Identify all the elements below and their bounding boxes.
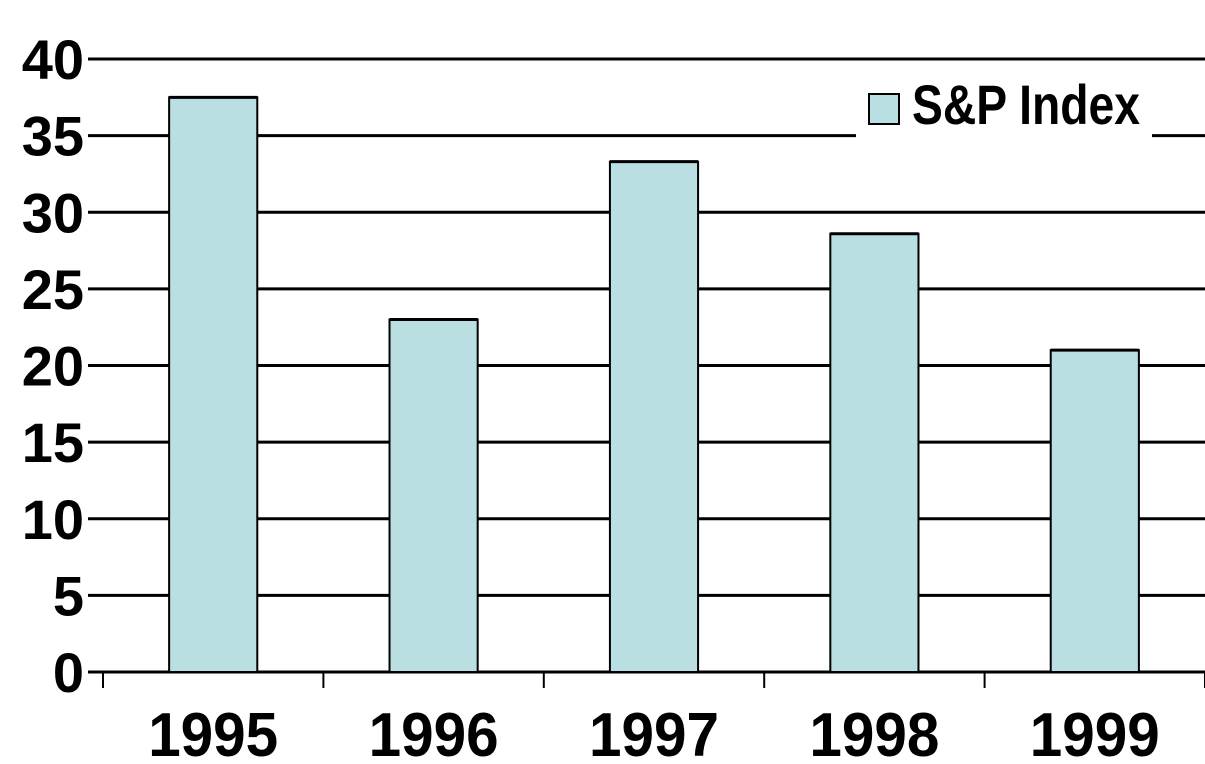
legend-swatch-sp-index	[868, 93, 900, 125]
x-tick-label-1996: 1996	[369, 701, 499, 764]
y-tick-label-0: 0	[53, 641, 84, 704]
legend-background	[856, 74, 1152, 146]
bar-1999	[1049, 349, 1140, 673]
x-tick-label-1998: 1998	[809, 701, 939, 764]
legend: S&P Index	[856, 73, 1152, 146]
y-tick-label-5: 5	[53, 564, 84, 627]
x-tick-label-1997: 1997	[589, 701, 719, 764]
y-tick-label-15: 15	[22, 411, 84, 474]
y-tick-label-35: 35	[22, 105, 84, 168]
bar-1998	[829, 232, 920, 674]
bars	[168, 95, 1140, 674]
x-tick-labels: 1995 1996 1997 1998 1999	[148, 701, 1160, 764]
legend-label-sp-index: S&P Index	[912, 73, 1140, 136]
x-tick-label-1995: 1995	[148, 701, 278, 764]
bar-1995	[168, 96, 259, 673]
x-axis	[102, 672, 1205, 688]
y-tick-label-30: 30	[22, 181, 84, 244]
bar-1996	[388, 318, 479, 673]
y-tick-label-40: 40	[22, 28, 84, 91]
y-tick-label-20: 20	[22, 335, 84, 398]
y-tick-labels: 0 5 10 15 20 25 30 35 40	[22, 28, 84, 704]
y-tick-label-10: 10	[22, 488, 84, 551]
y-tick-label-25: 25	[22, 258, 84, 321]
x-tick-label-1999: 1999	[1030, 701, 1160, 764]
bar-1997	[608, 160, 700, 674]
